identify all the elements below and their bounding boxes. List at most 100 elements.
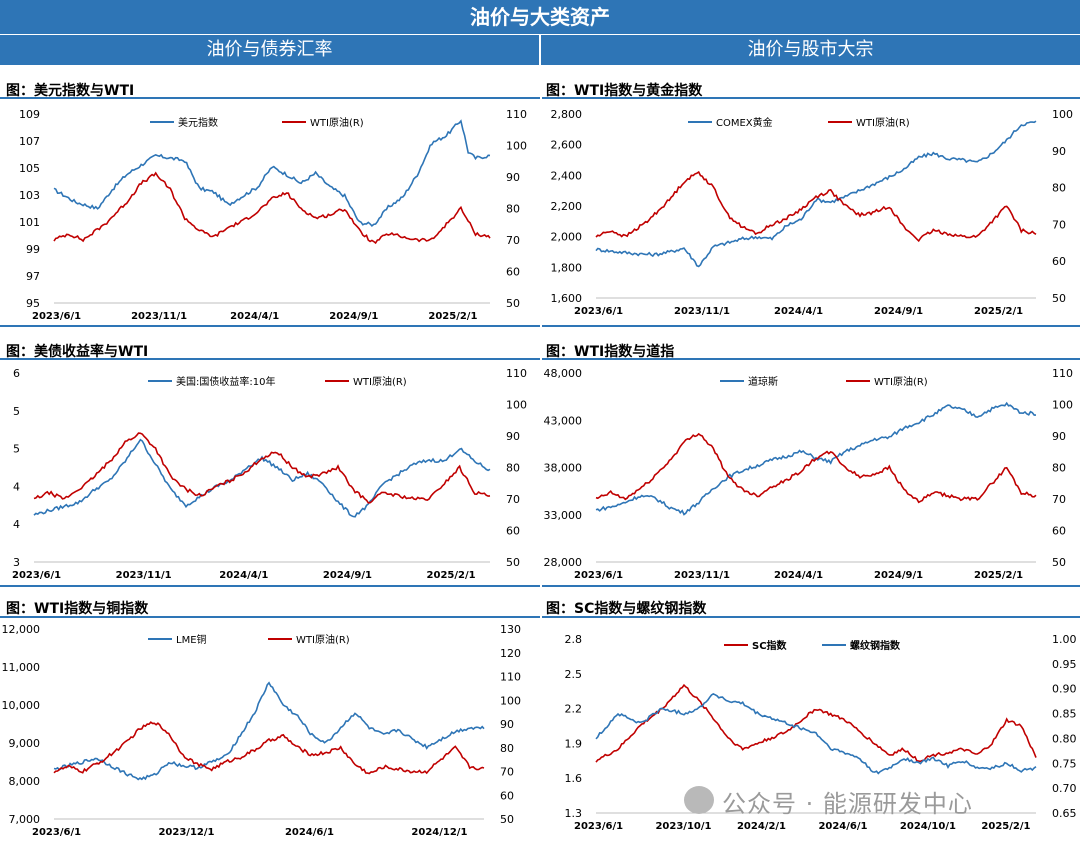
y-right-tick-label: 70	[1052, 218, 1066, 231]
y-right-tick-label: 80	[500, 742, 514, 755]
y-right-tick-label: 90	[1052, 430, 1066, 443]
x-tick-label: 2023/6/1	[574, 821, 623, 832]
y-left-tick-label: 33,000	[544, 509, 583, 522]
chart-wti-copper: 7,000 8,000 9,000 10,000 11,000 12,000 50 60 70 8…	[2, 623, 522, 838]
y-left-tick-label: 101	[19, 216, 40, 229]
y-left-tick-label: 43,000	[544, 414, 583, 427]
series-line	[595, 401, 1036, 516]
y-left-tick-label: 3	[13, 556, 20, 569]
y-left-tick-label: 2,400	[551, 169, 583, 182]
legend-label: LME铜	[176, 634, 207, 646]
y-right-tick-label: 70	[500, 766, 514, 779]
y-left-tick-label: 10,000	[2, 699, 41, 712]
y-right-tick-label: 100	[506, 140, 527, 153]
x-tick-label: 2025/2/1	[427, 570, 476, 581]
watermark: 公众号 · 能源研发中心	[722, 790, 973, 818]
y-right-tick-label: 90	[506, 430, 520, 443]
x-tick-label: 2024/2/1	[737, 821, 786, 832]
chart-title-wti-dow: 图：WTI指数与道指	[546, 344, 675, 360]
series-line	[33, 432, 491, 504]
y-left-tick-label: 2.2	[565, 703, 583, 716]
y-left-tick-label: 1.6	[565, 772, 583, 785]
y-left-tick-label: 38,000	[544, 462, 583, 475]
chart-title-rule	[542, 616, 1080, 618]
chart-wti-gold: 1,600 1,800 2,000 2,200 2,400 2,600 2,800 50 60 7…	[551, 108, 1074, 317]
y-right-tick-label: 70	[506, 493, 520, 506]
y-left-tick-label: 5	[13, 405, 20, 418]
legend-label: WTI原油(R)	[856, 116, 910, 129]
x-tick-label: 2024/4/1	[774, 306, 823, 317]
y-right-tick-label: 100	[500, 694, 521, 707]
x-tick-label: 2023/11/1	[674, 570, 730, 581]
y-left-tick-label: 1,600	[551, 292, 583, 305]
y-right-tick-label: 100	[1052, 108, 1073, 121]
y-right-tick-label: 0.70	[1052, 782, 1077, 795]
y-left-tick-label: 9,000	[9, 737, 41, 750]
chart-title-rule	[0, 616, 540, 618]
y-left-tick-label: 105	[19, 162, 40, 175]
chart-usd-wti: 95 97 99 101 103 105 107 109 50 60 70 80 90 100 110 202…	[19, 108, 527, 322]
legend-label: 美国:国债收益率:10年	[176, 375, 275, 388]
legend-label: COMEX黄金	[716, 116, 773, 129]
y-right-tick-label: 60	[1052, 525, 1066, 538]
chart-sc-rebar: 1.3 1.6 1.9 2.2 2.5 2.8 0.65 0.70 0.75 0.80 0.85 0.…	[565, 633, 1077, 832]
y-left-tick-label: 97	[26, 270, 40, 283]
x-tick-label: 2024/12/1	[411, 827, 467, 838]
y-right-tick-label: 80	[506, 462, 520, 475]
x-tick-label: 2024/6/1	[285, 827, 334, 838]
chart-title-rule	[0, 358, 540, 360]
y-left-tick-label: 1.9	[565, 737, 583, 750]
y-right-tick-label: 90	[506, 171, 520, 184]
x-tick-label: 2025/2/1	[428, 311, 477, 322]
y-right-tick-label: 0.65	[1052, 807, 1077, 820]
y-right-tick-label: 80	[1052, 182, 1066, 195]
legend-label: 美元指数	[178, 116, 218, 129]
y-right-tick-label: 0.90	[1052, 683, 1077, 696]
y-right-tick-label: 0.75	[1052, 757, 1077, 770]
y-right-tick-label: 80	[506, 203, 520, 216]
y-right-tick-label: 50	[1052, 292, 1066, 305]
x-tick-label: 2023/11/1	[116, 570, 172, 581]
chart-divider	[542, 585, 1080, 587]
y-left-tick-label: 99	[26, 243, 40, 256]
chart-title-wti-gold: 图：WTI指数与黄金指数	[546, 83, 703, 99]
x-tick-label: 2023/6/1	[32, 311, 81, 322]
series-line	[595, 692, 1037, 775]
y-right-tick-label: 70	[1052, 493, 1066, 506]
y-left-tick-label: 11,000	[2, 661, 41, 674]
y-left-tick-label: 48,000	[544, 367, 583, 380]
chart-title-wti-copper: 图：WTI指数与铜指数	[6, 601, 149, 617]
x-tick-label: 2024/6/1	[818, 821, 867, 832]
y-left-tick-label: 6	[13, 367, 20, 380]
chart-title-usd-wti: 图：美元指数与WTI	[6, 83, 135, 99]
chart-title-ust-wti: 图：美债收益率与WTI	[6, 344, 149, 360]
y-left-tick-label: 28,000	[544, 556, 583, 569]
y-right-tick-label: 80	[1052, 462, 1066, 475]
legend-label: WTI原油(R)	[296, 633, 350, 646]
x-tick-label: 2025/2/1	[974, 570, 1023, 581]
y-left-tick-label: 1.3	[565, 807, 583, 820]
x-tick-label: 2024/9/1	[323, 570, 372, 581]
x-tick-label: 2024/4/1	[230, 311, 279, 322]
y-left-tick-label: 2,600	[551, 139, 583, 152]
legend-label: WTI原油(R)	[310, 116, 364, 129]
x-tick-label: 2024/9/1	[874, 570, 923, 581]
y-left-tick-label: 2.5	[565, 668, 583, 681]
chart-title-rule	[542, 358, 1080, 360]
y-right-tick-label: 0.85	[1052, 708, 1077, 721]
y-left-tick-label: 109	[19, 108, 40, 121]
series-line	[595, 432, 1037, 504]
x-tick-label: 2024/10/1	[900, 821, 956, 832]
x-tick-label: 2025/2/1	[974, 306, 1023, 317]
y-left-tick-label: 8,000	[9, 775, 41, 788]
y-right-tick-label: 90	[500, 718, 514, 731]
x-tick-label: 2025/2/1	[981, 821, 1030, 832]
x-tick-label: 2023/12/1	[158, 827, 214, 838]
y-left-tick-label: 2,000	[551, 231, 583, 244]
y-left-tick-label: 2,200	[551, 200, 583, 213]
x-tick-label: 2023/11/1	[131, 311, 187, 322]
x-tick-label: 2023/11/1	[674, 306, 730, 317]
legend-label: 道琼斯	[748, 375, 778, 388]
y-left-tick-label: 7,000	[9, 813, 41, 826]
y-right-tick-label: 130	[500, 623, 521, 636]
